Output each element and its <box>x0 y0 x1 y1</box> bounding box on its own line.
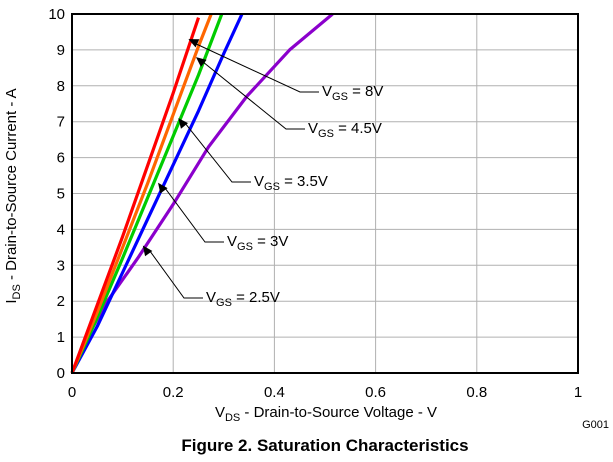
annotation-leader <box>163 186 224 243</box>
annotation-label: VGS = 3V <box>227 233 288 253</box>
annotation-label-sub: GS <box>318 128 334 140</box>
annotation-arrowhead <box>178 118 189 129</box>
annotation-label-sub: GS <box>264 181 280 193</box>
annotation-label-sub: GS <box>332 91 348 103</box>
annotation-arrowhead <box>158 182 168 194</box>
annotation-vgs: VGS = 8V <box>188 39 383 103</box>
annotation-label-rest: = 2.5V <box>232 289 280 306</box>
annotation-label-rest: = 8V <box>348 83 383 100</box>
series-line <box>70 13 224 374</box>
x-axis-label-main: V <box>215 404 225 421</box>
series-line <box>70 13 213 374</box>
y-tick-label: 9 <box>57 42 65 59</box>
x-axis-label: VDS - Drain-to-Source Voltage - V <box>215 404 437 424</box>
annotation-label: VGS = 2.5V <box>206 289 280 309</box>
y-tick-label: 4 <box>57 221 65 238</box>
annotation-vgs: VGS = 3.5V <box>178 118 328 193</box>
y-tick-label: 8 <box>57 78 65 95</box>
y-tick-label: 5 <box>57 186 65 203</box>
annotation-vgs: VGS = 2.5V <box>142 245 280 309</box>
figure-code: G001 <box>582 419 609 431</box>
annotation-leader <box>201 60 305 130</box>
annotation-label: VGS = 3.5V <box>254 173 328 193</box>
x-tick-label: 0.6 <box>365 384 386 401</box>
y-tick-label: 2 <box>57 293 65 310</box>
annotation-arrowhead <box>188 39 200 48</box>
y-axis-label-sub: DS <box>11 284 23 299</box>
x-axis-label-rest: - Drain-to-Source Voltage - V <box>240 404 437 421</box>
y-tick-label: 1 <box>57 329 65 346</box>
annotation-label-main: V <box>322 83 332 100</box>
annotation-label-main: V <box>308 120 318 137</box>
series-line <box>70 17 201 374</box>
annotation-label-rest: = 4.5V <box>334 120 382 137</box>
y-tick-label: 3 <box>57 257 65 274</box>
y-axis-label: IDS - Drain-to-Source Current - A <box>3 88 23 303</box>
y-axis-label-rest: - Drain-to-Source Current - A <box>3 88 20 284</box>
annotation-arrowhead <box>195 57 207 67</box>
annotation-label-main: V <box>206 289 216 306</box>
annotation-label-rest: = 3.5V <box>280 173 328 190</box>
annotation-vgs: VGS = 4.5V <box>195 57 382 140</box>
annotation-leader <box>183 121 251 183</box>
annotation-label-main: V <box>227 233 237 250</box>
y-tick-label: 10 <box>48 6 65 23</box>
annotation-leader <box>148 249 203 299</box>
annotation-label: VGS = 4.5V <box>308 120 382 140</box>
annotation-label-sub: GS <box>237 241 253 253</box>
annotation-leader <box>194 42 319 93</box>
x-tick-label: 1 <box>574 384 582 401</box>
figure-caption: Figure 2. Saturation Characteristics <box>181 436 468 455</box>
x-axis-label-sub: DS <box>225 412 240 424</box>
annotation-arrowhead <box>142 245 153 257</box>
annotation-label-main: V <box>254 173 264 190</box>
y-axis-label-main: I <box>3 300 20 304</box>
x-tick-label: 0 <box>68 384 76 401</box>
x-tick-label: 0.4 <box>264 384 285 401</box>
x-tick-label: 0.2 <box>163 384 184 401</box>
annotation-label-sub: GS <box>216 297 232 309</box>
annotation-label-rest: = 3V <box>253 233 288 250</box>
y-tick-label: 6 <box>57 150 65 167</box>
y-tick-label: 0 <box>57 365 65 382</box>
x-tick-label: 0.8 <box>466 384 487 401</box>
annotation-vgs: VGS = 3V <box>158 182 288 253</box>
plot-frame <box>71 13 579 374</box>
annotation-label: VGS = 8V <box>322 83 383 103</box>
grid-lines <box>72 14 578 373</box>
y-tick-label: 7 <box>57 114 65 131</box>
